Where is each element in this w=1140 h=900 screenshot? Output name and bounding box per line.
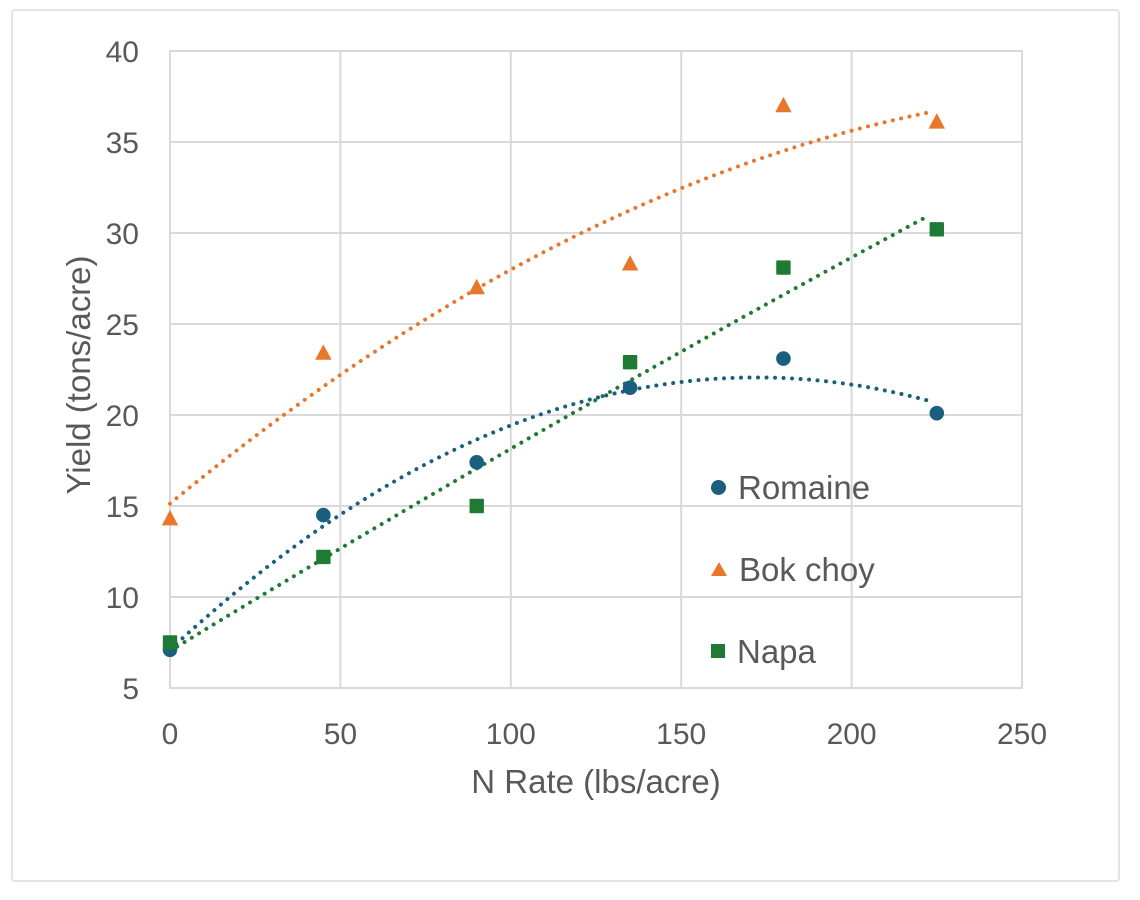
legend-label: Bok choy bbox=[739, 550, 875, 588]
marker-bok-choy bbox=[161, 509, 179, 526]
x-tick-label: 200 bbox=[827, 718, 877, 751]
marker-bok-choy bbox=[315, 344, 332, 360]
chart-card-border bbox=[11, 9, 1120, 882]
y-tick-label: 10 bbox=[106, 582, 139, 615]
gridlines-layer bbox=[169, 50, 1023, 689]
trendlines-layer bbox=[168, 110, 929, 653]
y-tick-label: 30 bbox=[106, 218, 139, 251]
marker-romaine bbox=[469, 455, 485, 470]
legend-square-icon bbox=[711, 644, 725, 658]
x-axis-title: N Rate (lbs/acre) bbox=[471, 763, 720, 800]
y-tick-label: 25 bbox=[106, 309, 139, 342]
trendline-romaine bbox=[168, 375, 929, 652]
x-tick-label: 50 bbox=[324, 718, 357, 751]
marker-bok-choy bbox=[928, 113, 945, 129]
x-tick-label: 100 bbox=[486, 718, 536, 751]
x-tick-label: 250 bbox=[997, 718, 1047, 751]
marker-romaine bbox=[622, 380, 638, 396]
legend-item-napa: Napa bbox=[711, 630, 816, 672]
legend-label: Napa bbox=[737, 632, 816, 670]
marker-bok-choy bbox=[468, 278, 485, 295]
x-tick-label: 150 bbox=[656, 718, 706, 751]
legend-item-bok-choy: Bok choy bbox=[711, 548, 875, 590]
legend-circle-icon bbox=[711, 479, 726, 495]
y-tick-label: 15 bbox=[106, 491, 139, 524]
legend-label: Romaine bbox=[738, 468, 871, 506]
plot-area-border bbox=[169, 50, 1023, 689]
y-tick-label: 20 bbox=[106, 400, 139, 433]
y-tick-label: 35 bbox=[106, 127, 139, 160]
trendline-bok-choy bbox=[168, 110, 929, 506]
y-tick-label: 40 bbox=[106, 36, 139, 69]
marker-napa bbox=[469, 498, 484, 514]
marker-napa bbox=[622, 355, 638, 370]
legend-item-romaine: Romaine bbox=[711, 466, 870, 508]
legend-triangle-icon bbox=[711, 562, 727, 576]
marker-napa bbox=[776, 260, 791, 275]
marker-bok-choy bbox=[775, 96, 792, 113]
marker-bok-choy bbox=[621, 255, 639, 271]
marker-napa bbox=[162, 635, 178, 650]
marker-romaine bbox=[776, 351, 791, 366]
marker-napa bbox=[929, 222, 944, 237]
markers-layer bbox=[161, 96, 945, 658]
y-tick-label: 5 bbox=[122, 673, 139, 706]
marker-romaine bbox=[929, 405, 945, 421]
marker-napa bbox=[316, 549, 331, 565]
tick-labels-layer: 0 50 100 150 200 250 5 10 15 20 25 30 35 40 bbox=[106, 36, 1047, 751]
marker-romaine bbox=[316, 507, 331, 523]
y-axis-title: Yield (tons/acre) bbox=[60, 255, 97, 494]
x-tick-label: 0 bbox=[162, 718, 179, 751]
